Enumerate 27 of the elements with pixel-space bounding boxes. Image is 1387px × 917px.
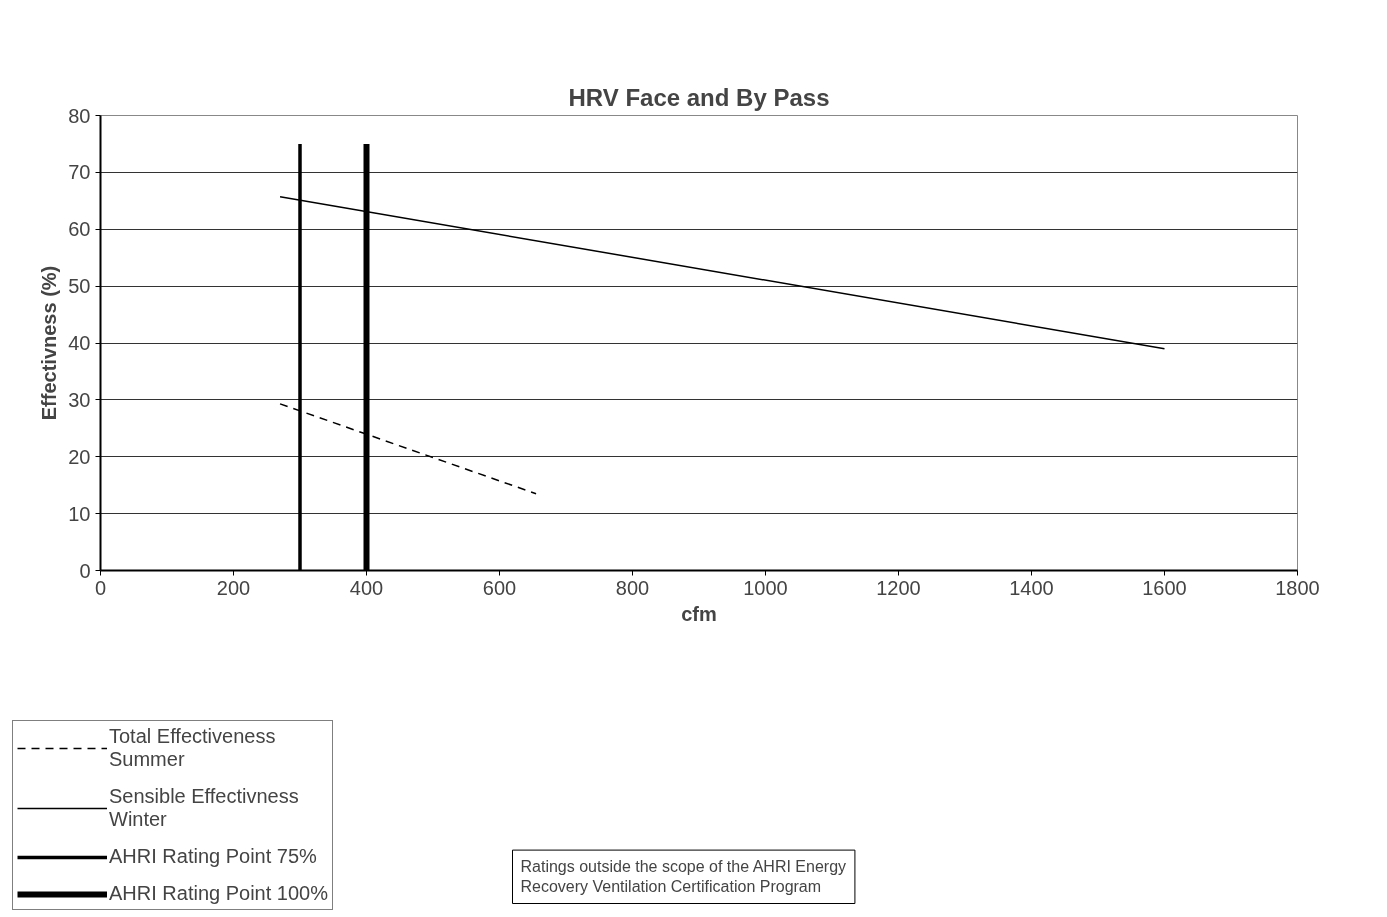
x-tick-label: 800 (615, 576, 650, 599)
legend-label: Total Effectiveness Summer (109, 725, 276, 771)
x-tick-label: 1000 (743, 576, 788, 599)
y-tick-label: 10 (68, 502, 91, 525)
y-tick-label: 70 (68, 161, 91, 184)
y-tick-label: 50 (68, 275, 91, 298)
x-tick-label: 1200 (876, 576, 921, 599)
y-tick-label: 20 (68, 445, 91, 468)
legend-label: Sensible Effectivness Winter (109, 785, 299, 831)
legend-label: AHRI Rating Point 75% (109, 845, 317, 868)
text: Ratings outside the scope of the AHRI Energy Recovery Ventilation Certification Program (520, 858, 847, 896)
y-axis-title: Effectivness (%) (38, 265, 61, 421)
y-tick-label: 80 (68, 104, 91, 127)
x-tick-label: 200 (216, 576, 251, 599)
y-tick-label: 40 (68, 332, 91, 354)
y-tick-label: 60 (68, 218, 91, 241)
x-tick-label: 1400 (1009, 576, 1054, 599)
y-tick-label: 0 (79, 559, 91, 582)
x-axis-title: cfm (681, 602, 717, 625)
x-tick-label: 600 (482, 576, 517, 599)
legend-label: AHRI Rating Point 100% (109, 882, 329, 905)
x-tick-label: 400 (349, 576, 384, 599)
x-tick-label: 1800 (1275, 576, 1320, 599)
y-tick-label: 30 (68, 388, 91, 411)
x-tick-label: 1600 (1142, 576, 1187, 599)
x-tick-label: 0 (94, 576, 107, 599)
chart-title: HRV Face and By Pass (568, 83, 830, 111)
